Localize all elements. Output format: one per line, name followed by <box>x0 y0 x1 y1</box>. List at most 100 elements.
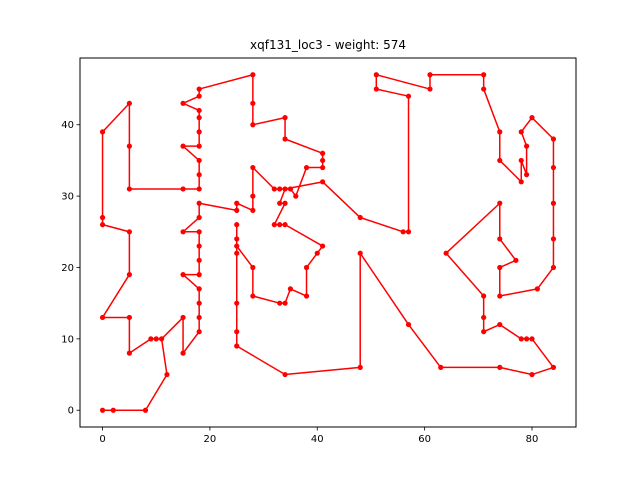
x-tick-label: 60 <box>418 434 431 445</box>
tour-point <box>524 336 529 341</box>
tour-point <box>234 201 239 206</box>
tour-point <box>234 329 239 334</box>
tour-point <box>427 72 432 77</box>
tour-point <box>529 115 534 120</box>
x-tick-label: 40 <box>311 434 324 445</box>
tour-point <box>197 115 202 120</box>
tour-point <box>234 251 239 256</box>
tour-point <box>320 158 325 163</box>
tour-point <box>282 201 287 206</box>
tour-point <box>497 365 502 370</box>
tour-point <box>320 243 325 248</box>
tour-point <box>406 94 411 99</box>
tour-point <box>551 136 556 141</box>
tour-point <box>358 215 363 220</box>
tour-point <box>401 229 406 234</box>
x-tick-label: 80 <box>526 434 539 445</box>
tour-point <box>444 251 449 256</box>
tour-point <box>551 236 556 241</box>
tour-point <box>127 272 132 277</box>
tour-point <box>406 322 411 327</box>
tour-point <box>234 343 239 348</box>
tour-point <box>100 222 105 227</box>
tour-point <box>143 408 148 413</box>
tour-point <box>250 122 255 127</box>
tour-point <box>551 165 556 170</box>
tour-point <box>272 222 277 227</box>
tour-point <box>180 272 185 277</box>
tour-point <box>127 351 132 356</box>
tour-point <box>127 144 132 149</box>
y-tick-label: 20 <box>61 263 74 274</box>
tour-point <box>358 365 363 370</box>
tour-point <box>197 186 202 191</box>
tour-point <box>234 222 239 227</box>
tour-point <box>180 315 185 320</box>
tour-point <box>497 158 502 163</box>
tour-point <box>282 136 287 141</box>
tour-point <box>197 315 202 320</box>
tour-point <box>551 265 556 270</box>
tour-point <box>197 286 202 291</box>
tour-point <box>197 272 202 277</box>
tour-point <box>100 215 105 220</box>
tour-point <box>358 251 363 256</box>
tour-point <box>197 301 202 306</box>
tour-point <box>111 408 116 413</box>
chart-title: xqf131_loc3 - weight: 574 <box>250 38 406 52</box>
tour-point <box>197 158 202 163</box>
tour-point <box>438 365 443 370</box>
tour-point <box>497 236 502 241</box>
tour-point <box>524 172 529 177</box>
tour-point <box>282 186 287 191</box>
tour-point <box>197 144 202 149</box>
tour-point <box>535 286 540 291</box>
tour-point <box>524 144 529 149</box>
tour-point <box>127 315 132 320</box>
tour-point <box>127 229 132 234</box>
tour-point <box>250 194 255 199</box>
y-tick-label: 0 <box>68 406 74 417</box>
tour-point <box>272 186 277 191</box>
tour-point <box>315 251 320 256</box>
tour-point <box>277 201 282 206</box>
tour-point <box>481 315 486 320</box>
tour-point <box>197 229 202 234</box>
tour-point <box>197 258 202 263</box>
tour-point <box>159 336 164 341</box>
tour-point <box>304 265 309 270</box>
tour-point <box>282 372 287 377</box>
tour-point <box>234 208 239 213</box>
tour-point <box>497 265 502 270</box>
tour-point <box>234 243 239 248</box>
tour-point <box>197 201 202 206</box>
tour-point <box>406 229 411 234</box>
tour-point <box>180 101 185 106</box>
tour-point <box>100 315 105 320</box>
tour-point <box>481 329 486 334</box>
tour-point <box>551 201 556 206</box>
tour-point <box>519 158 524 163</box>
tour-point <box>551 365 556 370</box>
tour-point <box>127 101 132 106</box>
y-tick-label: 10 <box>61 334 74 345</box>
tour-point <box>320 179 325 184</box>
tour-point <box>148 336 153 341</box>
tour-point <box>519 179 524 184</box>
x-tick-label: 0 <box>99 434 105 445</box>
x-tick-label: 20 <box>204 434 217 445</box>
tour-point <box>481 72 486 77</box>
tour-point <box>288 286 293 291</box>
tour-point <box>197 94 202 99</box>
tour-point <box>519 129 524 134</box>
tour-point <box>374 86 379 91</box>
tour-point <box>197 108 202 113</box>
tour-point <box>127 186 132 191</box>
tour-point <box>250 208 255 213</box>
tour-point <box>427 86 432 91</box>
y-tick-label: 30 <box>61 192 74 203</box>
tour-point <box>234 236 239 241</box>
tour-point <box>164 372 169 377</box>
tour-point <box>288 186 293 191</box>
tour-point <box>250 101 255 106</box>
